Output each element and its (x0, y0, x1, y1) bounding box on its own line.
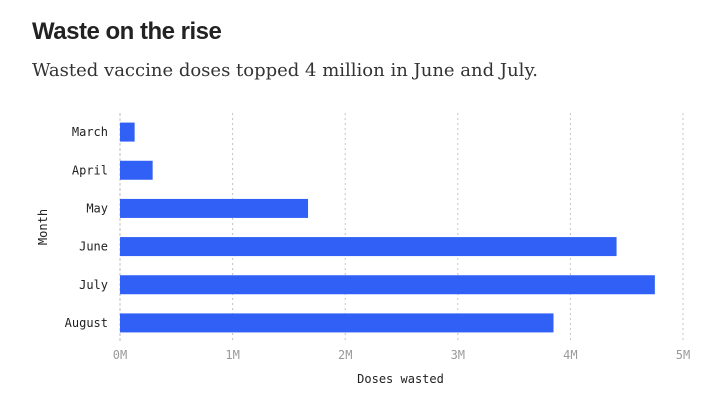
y-axis-label: Month (36, 209, 50, 245)
x-tick-label-2: 2M (338, 348, 352, 362)
y-tick-label-august: August (65, 316, 108, 330)
x-axis-label: Doses wasted (357, 372, 444, 386)
bar-may (120, 198, 309, 218)
x-tick-label-1: 1M (225, 348, 239, 362)
x-tick-label-4: 4M (563, 348, 577, 362)
chart-title: Waste on the rise (32, 18, 222, 45)
x-tick-labels: 0M 1M 2M 3M 4M 5M (113, 348, 690, 362)
bars (120, 122, 655, 333)
bar-april (120, 160, 153, 180)
y-tick-labels: March April May June July August (65, 125, 108, 330)
bar-march (120, 122, 135, 142)
bar-july (120, 275, 655, 295)
y-tick-label-july: July (79, 278, 108, 292)
chart-subtitle: Wasted vaccine doses topped 4 million in… (32, 60, 538, 81)
x-tick-label-5: 5M (676, 348, 690, 362)
grid-lines (119, 113, 684, 342)
y-tick-label-may: May (86, 201, 108, 215)
bar-august (120, 313, 554, 333)
y-tick-label-april: April (72, 163, 108, 177)
y-tick-label-march: March (72, 125, 108, 139)
x-tick-label-3: 3M (451, 348, 465, 362)
x-tick-label-0: 0M (113, 348, 127, 362)
bar-june (120, 237, 617, 257)
y-tick-label-june: June (79, 240, 108, 254)
